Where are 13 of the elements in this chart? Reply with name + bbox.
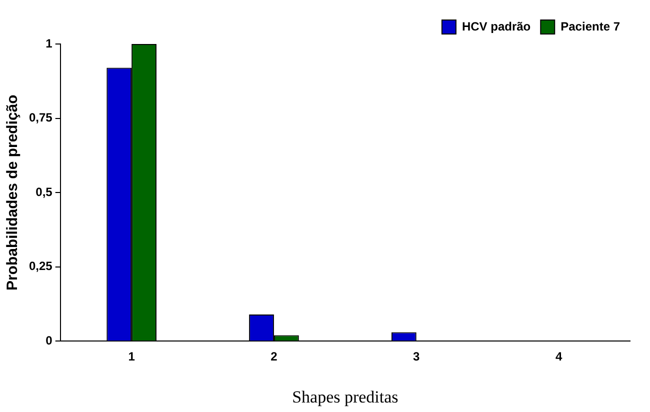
- x-tick-label: 3: [413, 350, 420, 364]
- y-tick-label: 0,25: [28, 259, 53, 274]
- x-tick-label: 1: [128, 350, 136, 364]
- x-tick-label: 2: [270, 350, 278, 364]
- y-tick-label: 0,5: [36, 184, 53, 199]
- legend-label: HCV padrão: [462, 19, 531, 34]
- y-tick-label: 1: [46, 36, 53, 50]
- x-axis-title: Shapes preditas: [292, 387, 398, 406]
- y-axis-title: Probabilidades de predição: [4, 94, 22, 291]
- x-tick-label: 4: [555, 350, 562, 364]
- y-tick-label: 0,75: [28, 110, 53, 125]
- y-tick-label: 0: [46, 334, 53, 348]
- legend-label: Paciente 7: [560, 19, 620, 34]
